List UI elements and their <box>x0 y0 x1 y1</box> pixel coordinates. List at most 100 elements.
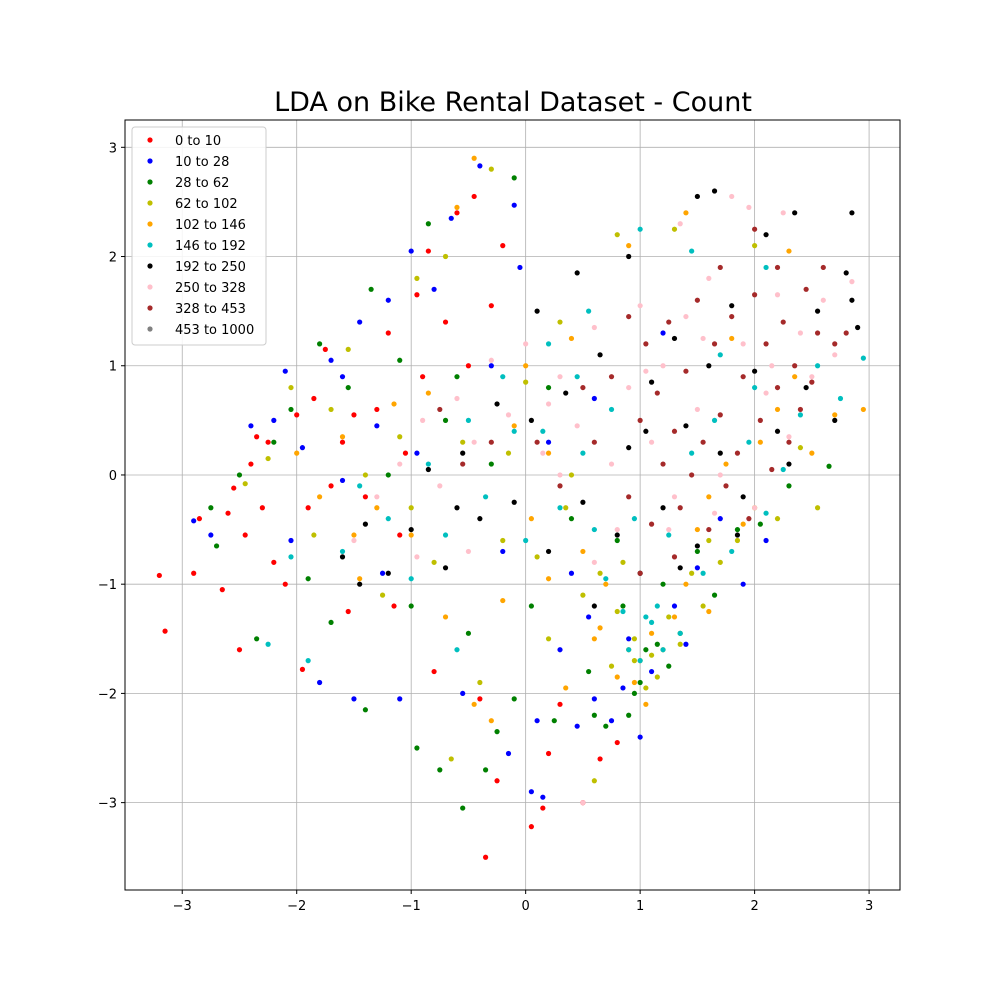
data-point <box>734 532 741 538</box>
data-point <box>700 603 706 609</box>
data-point <box>213 543 220 549</box>
data-point <box>408 576 414 582</box>
data-point <box>488 357 494 363</box>
data-point <box>500 243 506 249</box>
data-point <box>460 461 466 467</box>
data-point <box>351 532 357 538</box>
data-point <box>442 565 449 571</box>
data-point <box>494 778 500 784</box>
data-point <box>465 417 472 423</box>
data-point <box>494 729 500 735</box>
data-point <box>591 778 597 784</box>
y-tick-label: 0 <box>109 469 117 484</box>
legend-marker <box>147 200 153 206</box>
data-point <box>671 226 678 232</box>
data-point <box>339 439 346 445</box>
data-point <box>477 163 483 169</box>
data-point <box>196 516 203 522</box>
data-point <box>637 679 643 686</box>
data-point <box>317 341 323 347</box>
data-point <box>540 450 546 456</box>
data-point <box>757 417 763 423</box>
data-point <box>626 712 632 718</box>
data-point <box>677 505 683 511</box>
data-point <box>265 641 271 647</box>
data-point <box>637 417 643 423</box>
data-point <box>528 789 534 795</box>
data-point <box>568 570 575 576</box>
data-point <box>545 576 552 582</box>
data-point <box>780 210 786 216</box>
data-point <box>397 357 403 363</box>
data-point <box>654 674 660 680</box>
data-point <box>448 756 454 762</box>
data-point <box>626 647 632 653</box>
data-point <box>465 363 472 369</box>
data-point <box>591 395 597 402</box>
data-point <box>706 526 712 533</box>
data-point <box>643 368 649 374</box>
data-point <box>557 472 563 478</box>
y-tick-label: 3 <box>109 141 117 156</box>
legend-marker <box>147 221 153 227</box>
data-point <box>299 666 306 672</box>
data-point <box>397 532 403 538</box>
data-point <box>511 696 517 702</box>
legend-label: 28 to 62 <box>175 176 229 191</box>
data-point <box>362 472 368 478</box>
data-point <box>814 308 821 314</box>
data-point <box>545 401 552 407</box>
data-point <box>254 434 260 440</box>
data-point <box>620 685 626 691</box>
data-point <box>671 428 678 434</box>
data-point <box>637 570 643 576</box>
data-point <box>694 297 700 303</box>
data-point <box>265 439 271 445</box>
data-point <box>362 521 368 527</box>
data-point <box>717 352 723 358</box>
data-point <box>734 537 741 544</box>
data-point <box>156 572 162 579</box>
data-point <box>729 303 735 309</box>
data-point <box>208 532 214 538</box>
data-point <box>460 439 466 445</box>
data-point <box>591 636 597 642</box>
data-point <box>740 581 746 587</box>
data-point <box>614 608 620 615</box>
data-point <box>299 445 306 451</box>
data-point <box>752 368 758 374</box>
data-point <box>711 510 718 516</box>
data-point <box>517 264 523 271</box>
legend-label: 0 to 10 <box>175 134 221 149</box>
data-point <box>814 505 821 511</box>
data-point <box>694 543 700 549</box>
data-point <box>523 363 529 369</box>
data-point <box>734 450 741 456</box>
data-point <box>597 625 603 631</box>
data-point <box>408 603 414 609</box>
data-point <box>328 357 334 363</box>
data-point <box>545 341 552 347</box>
x-tick-label: −2 <box>287 899 306 914</box>
data-point <box>683 210 689 216</box>
data-point <box>614 232 620 238</box>
data-point <box>614 526 620 533</box>
data-point <box>694 193 700 200</box>
data-point <box>683 641 689 647</box>
data-point <box>694 565 700 571</box>
data-point <box>528 603 534 609</box>
data-point <box>666 319 672 325</box>
data-point <box>717 450 723 456</box>
data-point <box>803 384 809 391</box>
data-point <box>471 155 477 161</box>
x-tick-label: 3 <box>865 899 873 914</box>
legend-label: 328 to 453 <box>175 302 246 317</box>
data-point <box>752 292 758 298</box>
data-point <box>545 548 552 555</box>
data-point <box>832 352 838 358</box>
data-point <box>259 505 265 511</box>
data-point <box>694 548 700 555</box>
legend-marker <box>147 305 153 311</box>
data-point <box>248 461 254 467</box>
data-point <box>752 505 758 511</box>
